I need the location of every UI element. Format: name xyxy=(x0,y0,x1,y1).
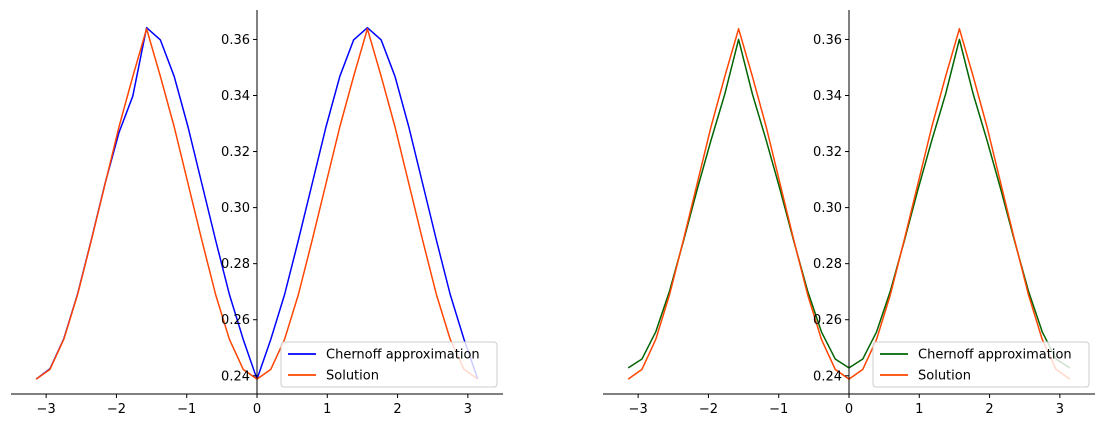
legend: Chernoff approximation Solution xyxy=(280,341,498,388)
chart-panel-left: −3 −2 −1 0 1 2 3 0.24 0.26 0.28 0.30 0.32 0.34 0.36 Ch… xyxy=(11,10,503,417)
x-tick-label: −3 xyxy=(629,402,648,417)
y-tick-label: 0.32 xyxy=(813,145,842,160)
legend-box xyxy=(280,341,498,388)
y-tick-label: 0.30 xyxy=(813,201,842,216)
y-tick-label: 0.24 xyxy=(221,369,250,384)
x-tick-label: −3 xyxy=(37,402,56,417)
x-tick-label: 0 xyxy=(845,402,853,417)
legend-label: Chernoff approximation xyxy=(918,348,1072,363)
y-tick-label: 0.36 xyxy=(221,33,250,48)
x-tick-label: 2 xyxy=(985,402,993,417)
y-tick-label: 0.34 xyxy=(813,89,842,104)
x-tick-label: 1 xyxy=(323,402,331,417)
y-tick-label: 0.32 xyxy=(221,145,250,160)
x-tick-label: 2 xyxy=(393,402,401,417)
x-tick-label: 0 xyxy=(253,402,261,417)
x-tick-label: −1 xyxy=(177,402,196,417)
x-tick-label: 1 xyxy=(915,402,923,417)
legend-label: Solution xyxy=(918,369,971,384)
x-tick-label: 3 xyxy=(1056,402,1064,417)
y-tick-label: 0.28 xyxy=(813,257,842,272)
x-tick-label: −2 xyxy=(107,402,126,417)
x-tick-label: 3 xyxy=(464,402,472,417)
x-tick-label: −2 xyxy=(699,402,718,417)
legend-label: Solution xyxy=(326,369,379,384)
y-tick-label: 0.34 xyxy=(221,89,250,104)
y-tick-label: 0.28 xyxy=(221,257,250,272)
chart-panel-right: −3 −2 −1 0 1 2 3 0.24 0.26 0.28 0.30 0.32 0.34 0.36 Ch… xyxy=(603,10,1095,417)
y-tick-label: 0.26 xyxy=(221,313,250,328)
y-tick-label: 0.26 xyxy=(813,313,842,328)
x-tick-label: −1 xyxy=(769,402,788,417)
legend-box xyxy=(872,341,1090,388)
y-tick-label: 0.30 xyxy=(221,201,250,216)
y-tick-label: 0.36 xyxy=(813,33,842,48)
legend-label: Chernoff approximation xyxy=(326,348,480,363)
legend: Chernoff approximation Solution xyxy=(872,341,1090,388)
y-tick-label: 0.24 xyxy=(813,369,842,384)
